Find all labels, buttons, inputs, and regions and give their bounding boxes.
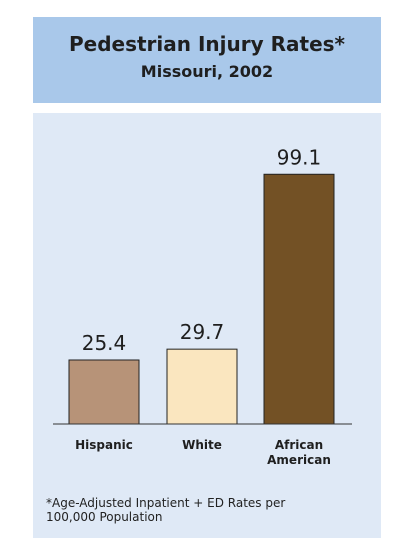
bar-white [166,348,238,425]
category-label: White [182,438,222,452]
category-label: American [267,453,331,467]
category-label: Hispanic [75,438,133,452]
chart-footnote: *Age-Adjusted Inpatient + ED Rates per 1… [46,496,286,524]
value-label: 29.7 [180,320,225,344]
chart-subtitle: Missouri, 2002 [140,62,274,81]
chart-title: Pedestrian Injury Rates* [68,32,345,56]
value-label: 99.1 [277,145,322,169]
bar-african-american [263,173,335,425]
value-label: 25.4 [82,331,127,355]
category-label: African [275,438,323,452]
bar-hispanic [68,359,140,425]
chart-header: Pedestrian Injury Rates* Missouri, 2002 [33,17,381,103]
